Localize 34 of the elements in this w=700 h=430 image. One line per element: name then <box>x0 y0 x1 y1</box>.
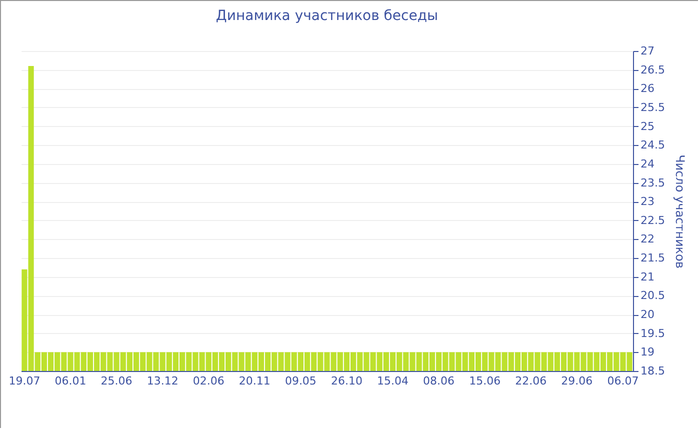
y-tick-label: 18.5 <box>640 364 665 378</box>
y-axis-title: Число участников <box>672 154 687 268</box>
y-tick-label: 22.5 <box>640 214 665 227</box>
y-tick-label: 25 <box>640 120 654 133</box>
y-tick-label: 23.5 <box>640 176 665 190</box>
y-tick-label: 25.5 <box>640 100 665 114</box>
x-tick-label: 15.06 <box>469 374 501 388</box>
x-tick-label: 13.12 <box>146 374 178 388</box>
y-tick-label: 21 <box>640 270 654 284</box>
x-tick-label: 08.06 <box>423 374 455 388</box>
x-tick-label: 06.01 <box>54 374 86 388</box>
y-tick-label: 19.5 <box>640 326 665 340</box>
x-tick-label: 19.07 <box>8 374 40 388</box>
x-tick-label: 29.06 <box>561 374 593 388</box>
y-tick-label: 27 <box>640 44 654 58</box>
x-tick-label: 02.06 <box>192 374 224 388</box>
y-tick-label: 20.5 <box>640 289 665 302</box>
y-tick-label: 23 <box>640 195 654 208</box>
y-tick-label: 26 <box>640 82 654 96</box>
y-tick-label: 21.5 <box>640 252 665 265</box>
y-tick-label: 22 <box>640 232 654 246</box>
y-tick-label: 19 <box>640 346 654 359</box>
x-tick-label: 06.07 <box>607 374 639 388</box>
y-tick-label: 26.5 <box>640 63 665 76</box>
x-tick-label: 26.10 <box>330 374 362 388</box>
x-tick-label: 22.06 <box>515 374 547 388</box>
x-tick-label: 15.04 <box>377 374 409 388</box>
chart-title: Динамика участников беседы <box>216 8 438 24</box>
x-tick-label: 20.11 <box>238 374 270 388</box>
x-tick-label: 09.05 <box>284 374 316 388</box>
y-tick-label: 24 <box>640 157 654 170</box>
x-tick-label: 25.06 <box>100 374 132 388</box>
y-tick-label: 20 <box>640 308 654 322</box>
y-tick-label: 24.5 <box>640 138 665 152</box>
